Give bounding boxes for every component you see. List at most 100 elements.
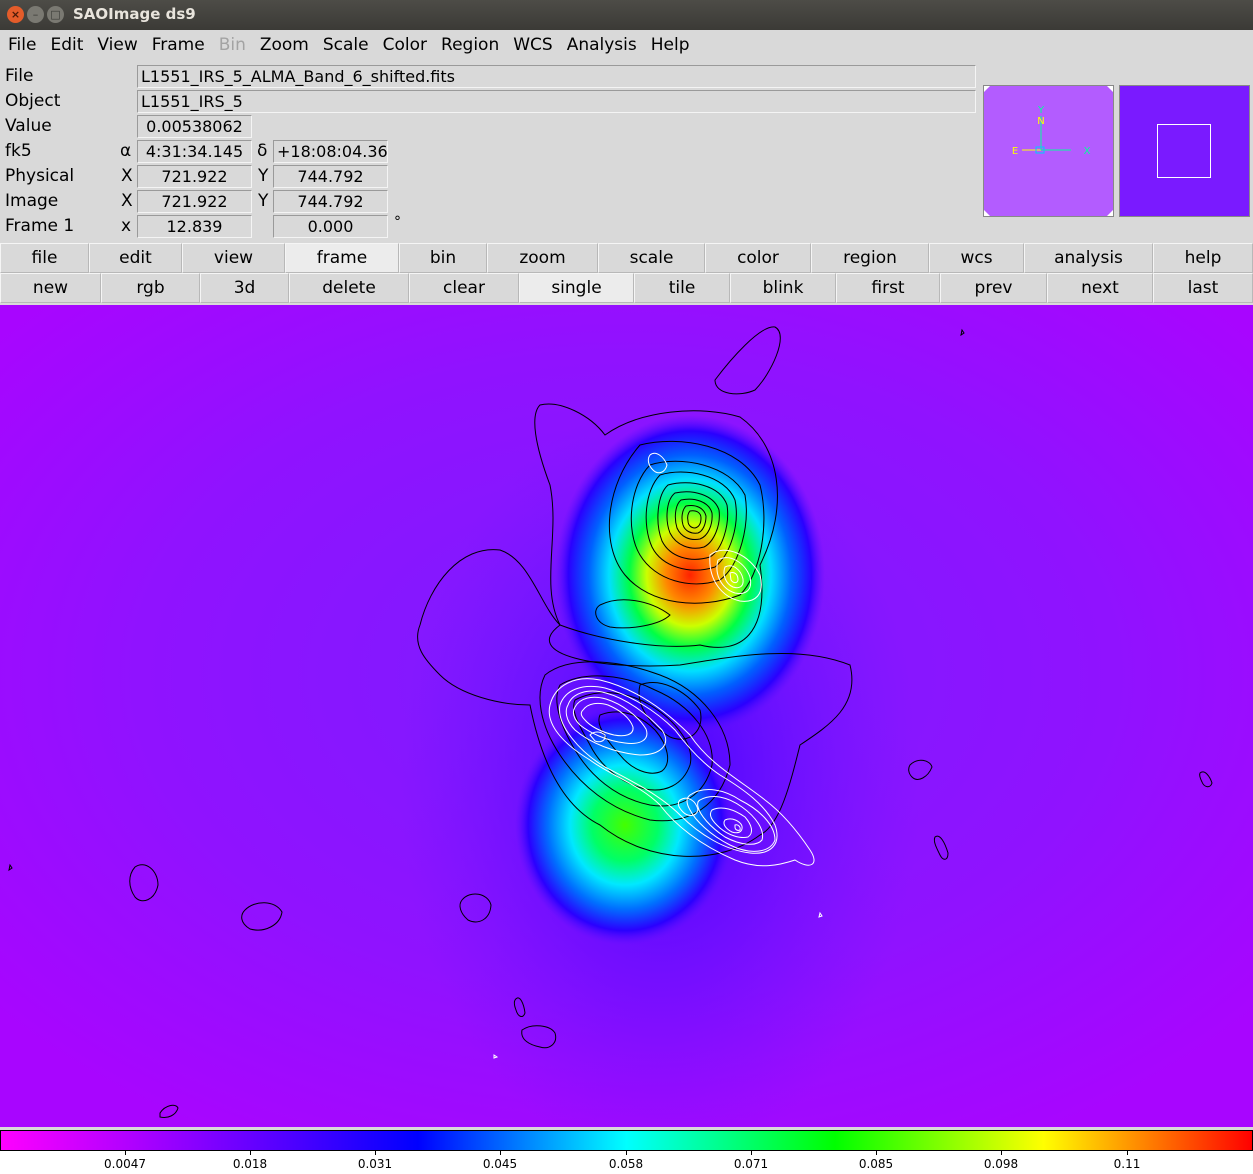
menu-bar: File Edit View Frame Bin Zoom Scale Color Region… xyxy=(0,30,1253,60)
panner-east-label: E xyxy=(1012,146,1018,157)
colorbar-tick-label: 0.031 xyxy=(357,1157,393,1171)
menu-region[interactable]: Region xyxy=(441,35,500,55)
main-frame-button[interactable]: frame xyxy=(285,243,399,273)
image-label: Image xyxy=(5,191,59,211)
white-contours xyxy=(493,452,823,1059)
menu-zoom[interactable]: Zoom xyxy=(259,35,309,55)
frame-clear-button[interactable]: clear xyxy=(409,273,519,303)
main-file-button[interactable]: file xyxy=(0,243,89,273)
image-display[interactable] xyxy=(0,305,1253,1127)
physical-label: Physical xyxy=(5,166,75,186)
colorbar-tick-label: 0.0047 xyxy=(104,1157,146,1171)
frame-blink-button[interactable]: blink xyxy=(730,273,836,303)
main-zoom-button[interactable]: zoom xyxy=(487,243,598,273)
degree-symbol: ° xyxy=(394,214,401,230)
main-scale-button[interactable]: scale xyxy=(598,243,705,273)
main-region-button[interactable]: region xyxy=(811,243,929,273)
colorbar-tick-mark xyxy=(626,1151,627,1155)
image-y-label: Y xyxy=(258,191,269,211)
button-bar-frame: new rgb 3d delete clear single tile blink first p… xyxy=(0,273,1253,303)
colorbar-tick-mark xyxy=(751,1151,752,1155)
physical-y-field: 744.792 xyxy=(273,165,388,188)
frame-zoom-label: x xyxy=(121,216,132,236)
ra-field: 4:31:34.145 xyxy=(137,140,252,163)
image-canvas xyxy=(0,305,1253,1127)
panner-y-label: Y xyxy=(1037,105,1045,116)
main-edit-button[interactable]: edit xyxy=(89,243,182,273)
colorbar-tick-label: 0.11 xyxy=(1113,1157,1141,1171)
panner-compass: N Y E X xyxy=(984,86,1113,216)
main-analysis-button[interactable]: analysis xyxy=(1024,243,1153,273)
frame-rgb-button[interactable]: rgb xyxy=(101,273,200,303)
colorbar-tick-label: 0.045 xyxy=(482,1157,518,1171)
frame-zoom-field: 12.839 xyxy=(137,215,252,238)
value-label: Value xyxy=(5,116,52,136)
main-color-button[interactable]: color xyxy=(705,243,811,273)
object-label: Object xyxy=(5,91,61,111)
window-title: SAOImage ds9 xyxy=(73,5,196,23)
alpha-label: α xyxy=(120,141,132,161)
image-x-field: 721.922 xyxy=(137,190,252,213)
magnifier xyxy=(1119,85,1250,217)
frame-last-button[interactable]: last xyxy=(1153,273,1253,303)
frame-delete-button[interactable]: delete xyxy=(289,273,409,303)
menu-help[interactable]: Help xyxy=(650,35,690,55)
colorbar-tick-mark xyxy=(375,1151,376,1155)
colorbar-tick-mark xyxy=(876,1151,877,1155)
menu-bin[interactable]: Bin xyxy=(218,35,246,55)
colorbar[interactable] xyxy=(0,1130,1253,1151)
frame-next-button[interactable]: next xyxy=(1047,273,1153,303)
colorbar-tick-label: 0.058 xyxy=(608,1157,644,1171)
image-y-field: 744.792 xyxy=(273,190,388,213)
pixel-value-field: 0.00538062 xyxy=(137,115,252,138)
object-field: L1551_IRS_5 xyxy=(137,90,976,113)
menu-edit[interactable]: Edit xyxy=(50,35,84,55)
title-bar: × – □ SAOImage ds9 xyxy=(0,0,1253,30)
colorbar-tick-mark xyxy=(1001,1151,1002,1155)
minimize-window-button[interactable]: – xyxy=(27,6,44,23)
panner-x-label: X xyxy=(1084,146,1091,157)
menu-analysis[interactable]: Analysis xyxy=(566,35,637,55)
physical-y-label: Y xyxy=(258,166,269,186)
colorbar-ticks: 0.0047 0.018 0.031 0.045 0.058 0.071 0.085 0.09… xyxy=(0,1151,1253,1174)
colorbar-tick-label: 0.085 xyxy=(858,1157,894,1171)
panner[interactable]: N Y E X xyxy=(983,85,1114,217)
dec-field: +18:08:04.36 xyxy=(273,140,388,163)
magnifier-cursor-box xyxy=(1157,124,1211,178)
frame-label: Frame 1 xyxy=(5,216,75,236)
main-bin-button[interactable]: bin xyxy=(399,243,487,273)
frame-first-button[interactable]: first xyxy=(836,273,940,303)
colorbar-tick-mark xyxy=(500,1151,501,1155)
delta-label: δ xyxy=(257,141,268,161)
colorbar-tick-label: 0.098 xyxy=(983,1157,1019,1171)
black-contours xyxy=(8,326,1213,1118)
emission-peak-north xyxy=(555,415,825,735)
close-window-button[interactable]: × xyxy=(7,6,24,23)
image-x-label: X xyxy=(121,191,133,211)
physical-x-field: 721.922 xyxy=(137,165,252,188)
main-wcs-button[interactable]: wcs xyxy=(929,243,1024,273)
frame-prev-button[interactable]: prev xyxy=(940,273,1047,303)
file-label: File xyxy=(5,66,34,86)
menu-color[interactable]: Color xyxy=(382,35,428,55)
menu-wcs[interactable]: WCS xyxy=(513,35,553,55)
wcs-system-label: fk5 xyxy=(5,141,32,161)
main-help-button[interactable]: help xyxy=(1153,243,1253,273)
maximize-window-button[interactable]: □ xyxy=(47,6,64,23)
panner-north-label: N xyxy=(1037,116,1044,127)
button-bar-main: file edit view frame bin zoom scale color region… xyxy=(0,243,1253,273)
colorbar-tick-mark xyxy=(1127,1151,1128,1155)
colorbar-tick-label: 0.018 xyxy=(232,1157,268,1171)
menu-view[interactable]: View xyxy=(97,35,138,55)
frame-tile-button[interactable]: tile xyxy=(634,273,730,303)
frame-new-button[interactable]: new xyxy=(0,273,101,303)
menu-scale[interactable]: Scale xyxy=(322,35,369,55)
physical-x-label: X xyxy=(121,166,133,186)
main-view-button[interactable]: view xyxy=(182,243,285,273)
colorbar-tick-mark xyxy=(125,1151,126,1155)
frame-single-button[interactable]: single xyxy=(519,273,634,303)
menu-file[interactable]: File xyxy=(8,35,37,55)
frame-3d-button[interactable]: 3d xyxy=(200,273,289,303)
menu-frame[interactable]: Frame xyxy=(151,35,205,55)
file-field: L1551_IRS_5_ALMA_Band_6_shifted.fits xyxy=(137,65,976,88)
